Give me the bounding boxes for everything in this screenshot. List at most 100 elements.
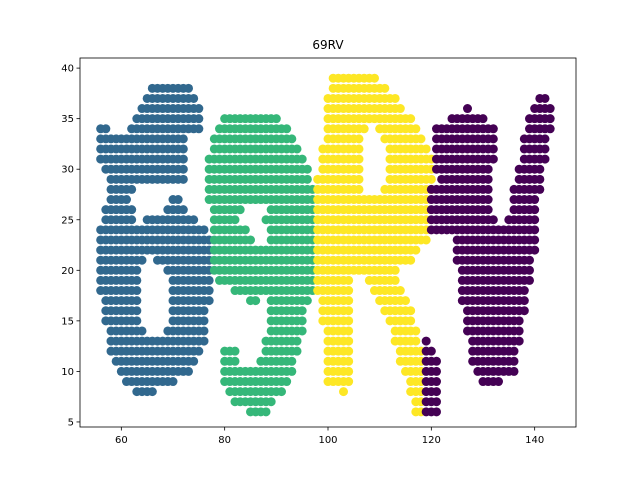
data-point xyxy=(510,367,519,376)
data-point xyxy=(344,296,353,305)
data-point xyxy=(432,377,441,386)
data-point xyxy=(101,124,110,133)
data-point xyxy=(262,407,271,416)
data-point xyxy=(489,215,498,224)
y-tick-label: 5 xyxy=(68,417,74,428)
x-tick-label: 80 xyxy=(218,435,231,446)
data-point xyxy=(510,357,519,366)
data-point xyxy=(391,266,400,275)
data-point xyxy=(427,175,436,184)
data-point xyxy=(530,225,539,234)
data-point xyxy=(530,246,539,255)
data-point xyxy=(293,337,302,346)
data-point xyxy=(427,347,436,356)
data-point xyxy=(298,155,307,164)
data-point xyxy=(303,165,312,174)
data-point xyxy=(422,337,431,346)
data-point xyxy=(132,316,141,325)
data-point xyxy=(541,144,550,153)
data-point xyxy=(484,185,493,194)
data-point xyxy=(241,225,250,234)
data-point xyxy=(251,296,260,305)
y-tick-label: 15 xyxy=(61,316,74,327)
data-point xyxy=(267,397,276,406)
data-point xyxy=(355,175,364,184)
data-point xyxy=(148,387,157,396)
data-point xyxy=(298,326,307,335)
data-point xyxy=(411,246,420,255)
data-point xyxy=(344,276,353,285)
data-point xyxy=(432,407,441,416)
data-point xyxy=(489,155,498,164)
data-point xyxy=(530,195,539,204)
data-point xyxy=(344,316,353,325)
data-point xyxy=(344,357,353,366)
data-point xyxy=(246,235,255,244)
data-point xyxy=(489,144,498,153)
data-point xyxy=(422,235,431,244)
data-point xyxy=(355,144,364,153)
data-point xyxy=(339,387,348,396)
data-point xyxy=(411,124,420,133)
data-point xyxy=(138,326,147,335)
data-point xyxy=(355,134,364,143)
data-point xyxy=(205,286,214,295)
data-point xyxy=(530,215,539,224)
data-point xyxy=(174,195,183,204)
data-point xyxy=(236,205,245,214)
data-point xyxy=(396,286,405,295)
data-point xyxy=(200,316,209,325)
data-point xyxy=(520,296,529,305)
data-point xyxy=(484,165,493,174)
data-point xyxy=(200,326,209,335)
data-point xyxy=(189,94,198,103)
data-point xyxy=(293,144,302,153)
data-point xyxy=(484,195,493,204)
data-point xyxy=(303,175,312,184)
data-point xyxy=(179,165,188,174)
data-point xyxy=(489,124,498,133)
data-point xyxy=(417,134,426,143)
data-point xyxy=(515,316,524,325)
x-tick-label: 60 xyxy=(115,435,128,446)
data-point xyxy=(205,296,214,305)
data-point xyxy=(510,347,519,356)
data-point xyxy=(484,205,493,214)
data-point xyxy=(298,316,307,325)
data-point xyxy=(231,357,240,366)
x-tick-label: 140 xyxy=(525,435,544,446)
data-point xyxy=(205,276,214,285)
data-point xyxy=(489,134,498,143)
data-point xyxy=(287,357,296,366)
data-point xyxy=(132,266,141,275)
data-point xyxy=(525,276,534,285)
data-point xyxy=(355,165,364,174)
data-point xyxy=(515,326,524,335)
data-point xyxy=(422,144,431,153)
data-point xyxy=(169,377,178,386)
data-point xyxy=(370,74,379,83)
data-point xyxy=(132,306,141,315)
data-point xyxy=(344,367,353,376)
data-point xyxy=(494,377,503,386)
data-point xyxy=(401,296,410,305)
data-point xyxy=(179,144,188,153)
chart-title: 69RV xyxy=(312,38,344,52)
data-point xyxy=(344,286,353,295)
data-point xyxy=(179,134,188,143)
data-point xyxy=(355,155,364,164)
data-point xyxy=(546,104,555,113)
data-point xyxy=(277,387,286,396)
data-point xyxy=(184,367,193,376)
data-point xyxy=(127,185,136,194)
data-point xyxy=(200,225,209,234)
data-point xyxy=(179,175,188,184)
y-tick-label: 40 xyxy=(61,64,74,75)
data-point xyxy=(484,175,493,184)
data-point xyxy=(189,357,198,366)
data-point xyxy=(391,94,400,103)
y-tick-label: 10 xyxy=(61,367,74,378)
data-point xyxy=(138,256,147,265)
data-point xyxy=(272,114,281,123)
